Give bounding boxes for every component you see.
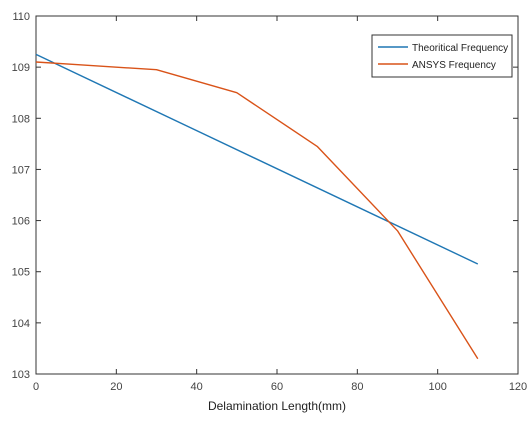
- x-tick-label: 120: [509, 381, 527, 393]
- y-tick-label: 108: [12, 113, 30, 125]
- y-tick-label: 105: [12, 267, 30, 279]
- y-tick-label: 106: [12, 216, 30, 228]
- x-axis: 0 20 40 60 80 100 120: [33, 16, 527, 393]
- y-tick-label: 110: [12, 11, 30, 23]
- series-group: [35, 53, 479, 360]
- x-tick-label: 80: [351, 381, 363, 393]
- y-axis: 103 104 105 106 107 108 109 110: [12, 11, 518, 381]
- y-tick-label: 104: [12, 318, 30, 330]
- y-tick-label: 107: [12, 164, 30, 176]
- legend-label: Theoritical Frequency: [412, 43, 508, 54]
- x-tick-label: 20: [110, 381, 122, 393]
- series-line-theoritical-frequency: [35, 53, 479, 265]
- legend-box: [371, 34, 513, 78]
- series-line-ansys-frequency: [35, 61, 479, 360]
- y-tick-label: 109: [12, 62, 30, 74]
- x-tick-label: 100: [428, 381, 446, 393]
- legend: Theoritical Frequency ANSYS Frequency: [371, 34, 513, 78]
- x-tick-label: 40: [191, 381, 203, 393]
- x-axis-title: Delamination Length(mm): [208, 399, 346, 413]
- legend-label: ANSYS Frequency: [412, 60, 496, 71]
- x-tick-label: 60: [271, 381, 283, 393]
- x-tick-label: 0: [33, 381, 39, 393]
- y-tick-label: 103: [12, 369, 30, 381]
